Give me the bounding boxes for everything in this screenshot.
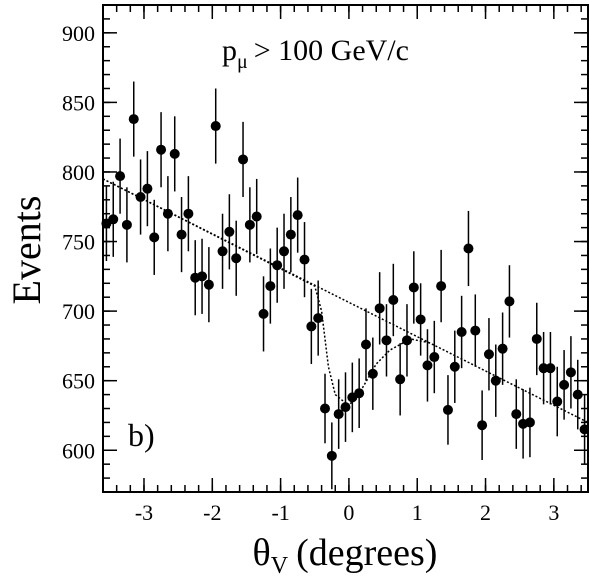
data-point bbox=[367, 368, 378, 379]
data-point bbox=[470, 325, 481, 336]
data-point bbox=[340, 402, 351, 413]
data-point bbox=[477, 420, 488, 431]
data-point bbox=[559, 379, 570, 390]
y-tick-label: 650 bbox=[62, 369, 95, 394]
fit-curve bbox=[102, 178, 589, 424]
annotation: pμ > 100 GeV/c bbox=[222, 34, 409, 73]
data-point bbox=[333, 409, 344, 420]
data-point bbox=[320, 403, 331, 414]
x-label-sub: V bbox=[271, 553, 289, 579]
data-point bbox=[156, 144, 167, 155]
data-point bbox=[579, 424, 589, 435]
data-point bbox=[511, 409, 522, 420]
data-point bbox=[285, 229, 296, 240]
data-point bbox=[251, 211, 262, 222]
data-point bbox=[456, 326, 467, 337]
data-point bbox=[524, 417, 535, 428]
data-point bbox=[306, 321, 317, 332]
data-point bbox=[360, 339, 371, 350]
data-point bbox=[408, 282, 419, 293]
data-point bbox=[149, 232, 160, 243]
data-point bbox=[552, 396, 563, 407]
data-point bbox=[244, 219, 255, 230]
data-point bbox=[436, 281, 447, 292]
data-point bbox=[142, 183, 153, 194]
x-tick-label: -2 bbox=[203, 500, 221, 525]
y-axis-label: Events bbox=[4, 196, 49, 305]
data-point bbox=[565, 367, 576, 378]
x-tick-label: -3 bbox=[135, 500, 153, 525]
x-tick-label: -1 bbox=[271, 500, 289, 525]
annotation-main: p bbox=[222, 34, 237, 67]
data-point bbox=[442, 404, 453, 415]
data-point bbox=[162, 208, 173, 219]
y-tick-label: 750 bbox=[62, 230, 95, 255]
data-point bbox=[313, 313, 324, 324]
y-tick-label: 900 bbox=[62, 21, 95, 46]
data-point bbox=[572, 389, 583, 400]
data-point bbox=[128, 114, 139, 125]
data-point bbox=[504, 296, 515, 307]
data-point bbox=[490, 375, 501, 386]
data-point bbox=[197, 271, 208, 282]
data-point bbox=[374, 303, 385, 314]
data-point bbox=[217, 246, 228, 257]
plot-frame bbox=[102, 4, 589, 493]
y-tick-label: 800 bbox=[62, 160, 95, 185]
data-point bbox=[121, 219, 132, 230]
annotation-rest: > 100 GeV/c bbox=[254, 34, 409, 67]
data-point bbox=[224, 226, 235, 237]
panel-label: b) bbox=[128, 417, 155, 453]
data-point bbox=[463, 243, 474, 254]
data-point bbox=[415, 314, 426, 325]
data-point bbox=[238, 154, 249, 165]
data-point bbox=[203, 279, 214, 290]
data-point bbox=[388, 294, 399, 305]
x-tick-label: 3 bbox=[548, 500, 559, 525]
y-tick-label: 850 bbox=[62, 90, 95, 115]
y-tick-label: 600 bbox=[62, 438, 95, 463]
data-point bbox=[265, 281, 276, 292]
data-point bbox=[176, 229, 187, 240]
x-axis-label: θV (degrees) bbox=[253, 532, 438, 579]
data-point bbox=[326, 450, 337, 461]
data-point bbox=[272, 260, 283, 271]
data-point bbox=[183, 208, 194, 219]
data-point bbox=[115, 171, 126, 182]
data-point bbox=[545, 363, 556, 374]
data-point bbox=[299, 254, 310, 265]
data-point bbox=[395, 374, 406, 385]
x-label-symbol: θ bbox=[253, 532, 271, 574]
data-point bbox=[483, 349, 494, 360]
fit-curve bbox=[102, 178, 432, 407]
data-point bbox=[279, 246, 290, 257]
data-point bbox=[422, 360, 433, 371]
data-point bbox=[429, 352, 440, 363]
data-point bbox=[135, 192, 146, 203]
data-point bbox=[401, 335, 412, 346]
data-point bbox=[381, 335, 392, 346]
data-point bbox=[231, 253, 242, 264]
annotation-sub: μ bbox=[237, 51, 248, 73]
data-point bbox=[169, 148, 180, 159]
data-point bbox=[258, 308, 269, 319]
data-point bbox=[538, 363, 549, 374]
data-point bbox=[449, 361, 460, 372]
x-label-rest: (degrees) bbox=[296, 532, 437, 574]
x-tick-label: 0 bbox=[343, 500, 354, 525]
data-point bbox=[108, 214, 119, 225]
data-point bbox=[497, 343, 508, 354]
x-tick-label: 2 bbox=[480, 500, 491, 525]
data-point bbox=[292, 210, 303, 221]
data-point bbox=[354, 388, 365, 399]
data-point bbox=[531, 333, 542, 344]
x-tick-label: 1 bbox=[412, 500, 423, 525]
data-point bbox=[210, 121, 221, 132]
y-tick-label: 700 bbox=[62, 299, 95, 324]
